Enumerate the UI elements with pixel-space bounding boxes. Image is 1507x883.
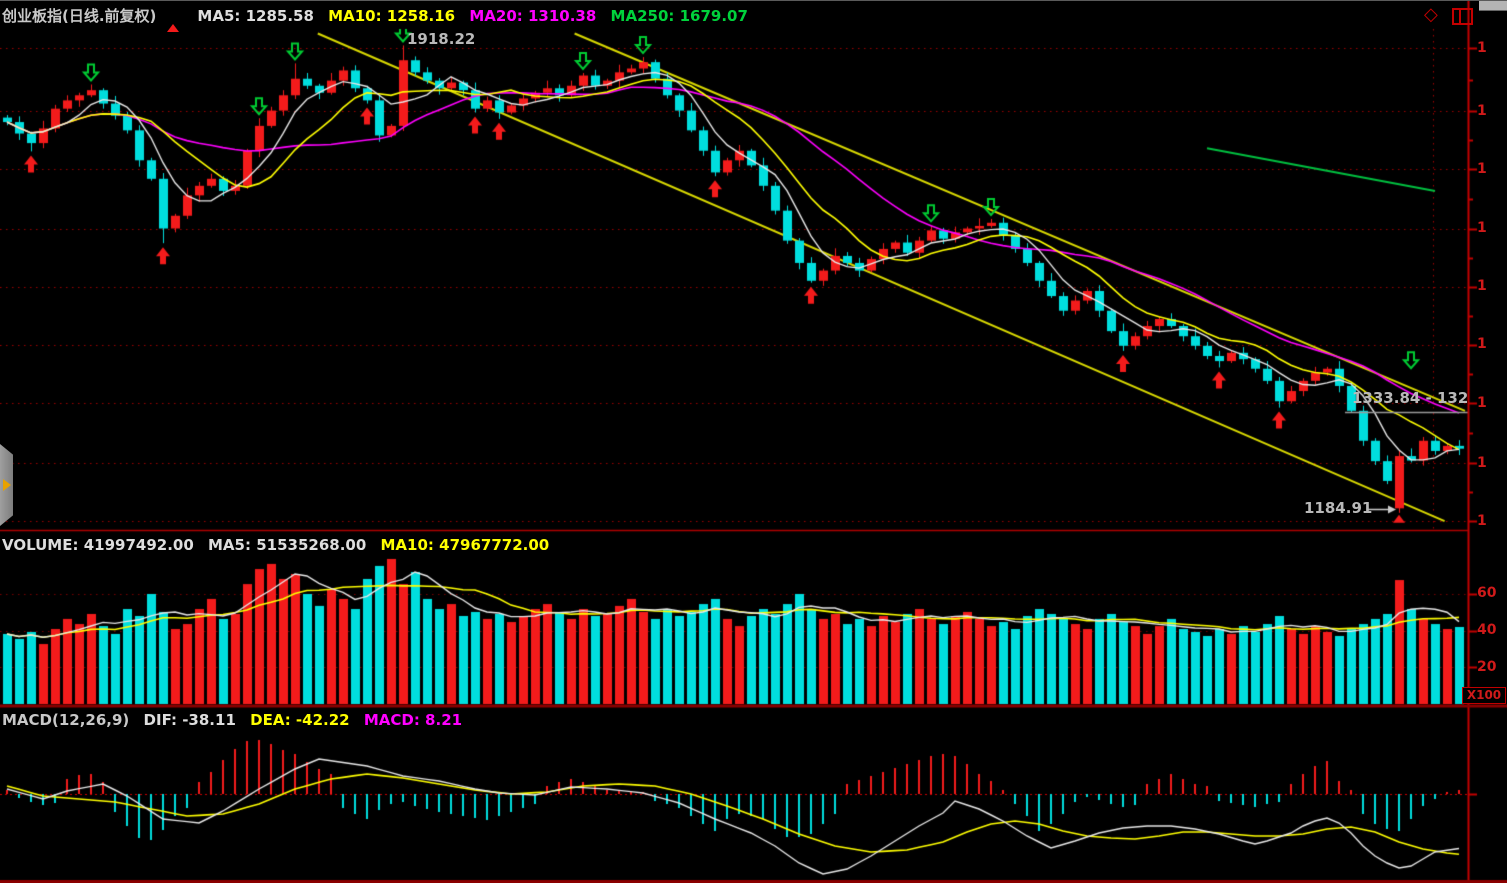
peak-price-annotation: 1918.22 xyxy=(407,30,476,48)
price-axis-label: 1 xyxy=(1477,40,1487,56)
macd-header: MACD(12,26,9) DIF: -38.11 DEA: -42.22 MA… xyxy=(2,711,471,729)
volume-value: VOLUME: 41997492.00 xyxy=(2,536,194,554)
price-axis-label: 1 xyxy=(1477,161,1487,177)
volume-unit-badge: X100 xyxy=(1462,687,1506,704)
symbol-title: 创业板指(日线.前复权) xyxy=(2,7,157,25)
price-axis-label: 1 xyxy=(1477,395,1487,411)
main-chart-header: 创业板指(日线.前复权) MA5: 1285.58 MA10: 1258.16 M… xyxy=(2,5,757,32)
trend-up-icon xyxy=(167,6,188,32)
price-axis-label: 1 xyxy=(1477,278,1487,294)
macd-name: MACD(12,26,9) xyxy=(2,711,130,729)
expand-arrow-icon xyxy=(3,479,11,491)
volume-ma10-value: MA10: 47967772.00 xyxy=(380,536,550,554)
volume-axis-label: 60 xyxy=(1477,585,1497,601)
ma20-value: MA20: 1310.38 xyxy=(469,7,597,25)
volume-header: VOLUME: 41997492.00 MA5: 51535268.00 MA1… xyxy=(2,536,558,554)
price-axis-label: 1 xyxy=(1477,220,1487,236)
price-axis-label: 1 xyxy=(1477,103,1487,119)
price-axis-label: 1 xyxy=(1477,455,1487,471)
window-corner-chip xyxy=(1479,1,1507,11)
macd-value: MACD: 8.21 xyxy=(363,711,463,729)
low-price-annotation: 1184.91 xyxy=(1304,499,1373,517)
ma10-value: MA10: 1258.16 xyxy=(328,7,456,25)
diamond-tool-icon[interactable]: ◇ xyxy=(1424,4,1438,25)
dif-value: DIF: -38.11 xyxy=(143,711,236,729)
price-axis-label: 1 xyxy=(1477,336,1487,352)
ma250-value: MA250: 1679.07 xyxy=(610,7,748,25)
split-window-icon[interactable] xyxy=(1452,8,1473,25)
dea-value: DEA: -42.22 xyxy=(250,711,350,729)
range-price-annotation: 1333.84 - 132 xyxy=(1352,389,1468,407)
volume-axis-label: 40 xyxy=(1477,622,1497,638)
volume-axis-label: 20 xyxy=(1477,659,1497,675)
ma5-value: MA5: 1285.58 xyxy=(197,7,314,25)
price-axis-label: 1 xyxy=(1477,513,1487,529)
volume-ma5-value: MA5: 51535268.00 xyxy=(208,536,367,554)
panel-expand-handle[interactable] xyxy=(0,444,13,526)
